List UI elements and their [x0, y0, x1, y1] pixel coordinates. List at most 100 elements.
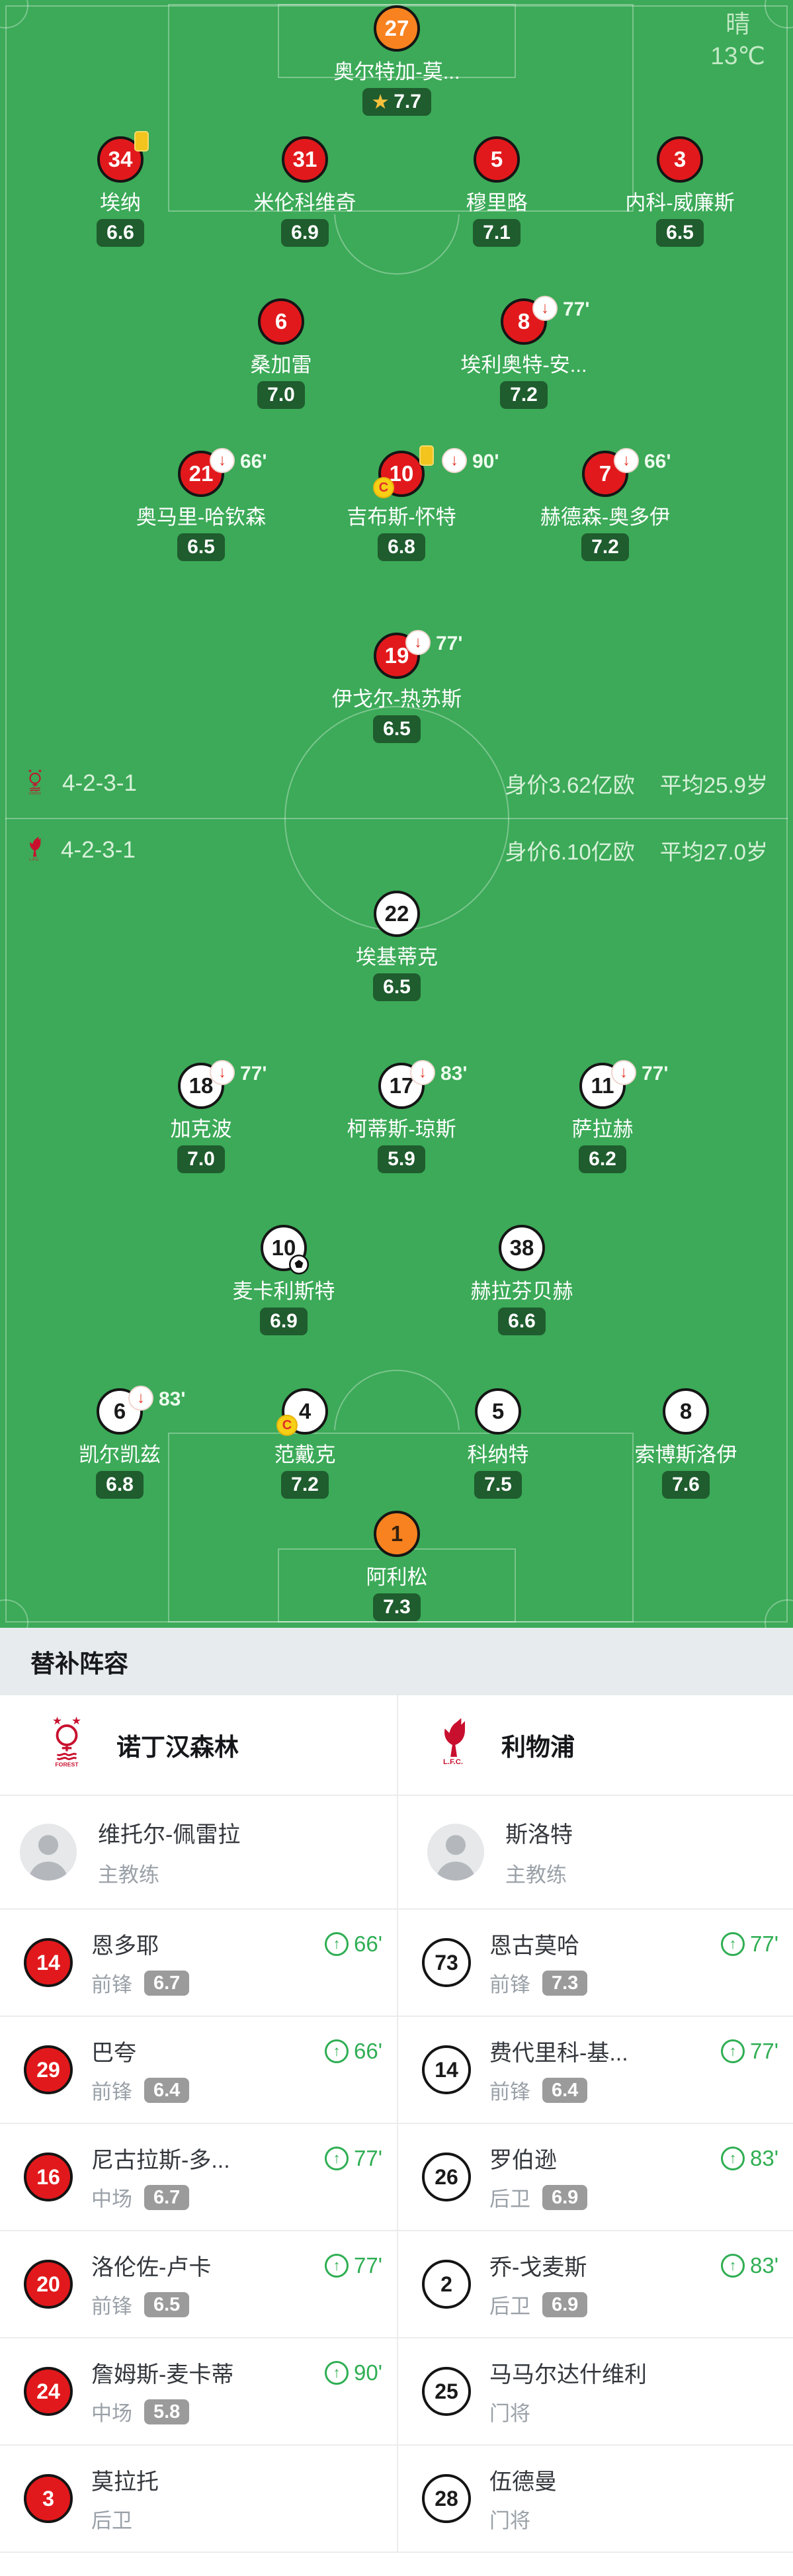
sub-player-name: 洛伦佐-卢卡 — [91, 2255, 212, 2280]
sub-player-away[interactable]: 26 罗伯逊 ↑ 83' 后卫 6.9 — [397, 2124, 793, 2230]
pitch-player-home[interactable]: 5 穆里略 7.1 — [391, 136, 603, 247]
player-name: 凯尔凯兹 — [79, 1443, 161, 1466]
sub-in-time-group: ↑ 83' — [720, 2145, 778, 2171]
star-icon: ★ — [372, 92, 389, 112]
pitch-player-away[interactable]: 4 C 范戴克 7.2 — [199, 1388, 411, 1499]
player-shirt-circle: 5 — [474, 136, 520, 183]
player-rating-badge: 6.5 — [177, 533, 225, 561]
svg-text:FOREST: FOREST — [55, 1761, 79, 1768]
pitch-player-away[interactable]: 38 赫拉芬贝赫 6.6 — [416, 1225, 628, 1335]
pitch-player-away[interactable]: 17 ↓ 83' 柯蒂斯-琼斯 5.9 — [296, 1060, 507, 1173]
player-name: 吉布斯-怀特 — [347, 506, 456, 529]
player-rating-value: 6.8 — [388, 536, 415, 558]
away-coach[interactable]: 斯洛特 主教练 — [397, 1796, 793, 1908]
player-number: 21 — [188, 461, 214, 486]
player-shirt-circle: 38 — [499, 1225, 545, 1271]
goal-ball-icon — [288, 1254, 310, 1275]
sub-player-rating-badge: 6.5 — [144, 2291, 190, 2317]
player-number: 8 — [517, 309, 530, 333]
sub-player-away[interactable]: 25 马马尔达什维利 门将 — [397, 2338, 793, 2444]
player-rating-badge: 7.6 — [662, 1471, 710, 1499]
sub-player-home[interactable]: 3 莫拉托 后卫 — [0, 2446, 397, 2552]
pitch-player-away[interactable]: 6 ↓ 83' 凯尔凯兹 6.8 — [14, 1386, 226, 1499]
sub-out-time: 77' — [436, 633, 463, 654]
sub-player-home[interactable]: 16 尼古拉斯-多... ↑ 77' 中场 6.7 — [0, 2124, 397, 2230]
pitch-player-home[interactable]: 8 ↓ 77' 埃利奥特-安... 7.2 — [418, 296, 630, 409]
sub-player-number: 73 — [422, 1938, 471, 1987]
sub-in-time-group: ↑ 66' — [324, 2039, 382, 2064]
sub-in-time-group: ↑ 77' — [324, 2253, 382, 2278]
pitch-player-away[interactable]: 8 索博斯洛伊 7.6 — [580, 1388, 792, 1499]
away-team[interactable]: L.F.C. 利物浦 — [397, 1695, 793, 1795]
player-rating-value: 7.7 — [394, 91, 421, 112]
player-name: 索博斯洛伊 — [634, 1443, 737, 1466]
pitch-player-home[interactable]: 27 奥尔特加-莫... ★ 7.7 — [291, 5, 503, 116]
player-name: 穆里略 — [466, 191, 528, 214]
sub-in-time: 83' — [749, 2145, 778, 2170]
sub-player-position: 前锋 — [91, 1973, 132, 1996]
sub-player-line1: 洛伦佐-卢卡 ↑ 77' — [91, 2249, 382, 2282]
home-coach-role: 主教练 — [98, 1863, 159, 1887]
sub-player-away[interactable]: 73 恩古莫哈 ↑ 77' 前锋 7.3 — [397, 1910, 793, 2016]
pitch-player-away[interactable]: 5 科纳特 7.5 — [392, 1388, 604, 1499]
pitch-player-home[interactable]: 19 ↓ 77' 伊戈尔-热苏斯 6.5 — [291, 630, 503, 743]
sub-player-rating-badge: 6.4 — [542, 2077, 588, 2103]
sub-player-line2: 后卫 6.9 — [489, 2289, 778, 2319]
sub-player-position: 门将 — [489, 2402, 530, 2425]
sub-player-name: 乔-戈麦斯 — [489, 2255, 587, 2280]
pitch-player-away[interactable]: 11 ↓ 77' 萨拉赫 6.2 — [497, 1060, 708, 1173]
sub-player-number: 2 — [422, 2260, 471, 2309]
away-coach-role: 主教练 — [505, 1863, 567, 1887]
player-rating-badge: 7.0 — [257, 381, 305, 409]
sub-in-time: 66' — [353, 1931, 382, 1956]
pitch-player-home[interactable]: 31 米伦科维奇 6.9 — [199, 136, 411, 247]
sub-player-home[interactable]: 20 洛伦佐-卢卡 ↑ 77' 前锋 6.5 — [0, 2231, 397, 2337]
player-rating-value: 5.9 — [388, 1148, 415, 1170]
pitch-player-home[interactable]: 10 ↓ 90' C 吉布斯-怀特 6.8 — [296, 445, 507, 561]
sub-player-home[interactable]: 29 巴夸 ↑ 66' 前锋 6.4 — [0, 2017, 397, 2123]
away-market-value: 身价6.10亿欧 — [505, 840, 635, 864]
sub-in-time-group: ↑ 77' — [720, 2039, 778, 2064]
pitch-player-away[interactable]: 18 ↓ 77' 加克波 7.0 — [95, 1060, 307, 1173]
home-coach[interactable]: 维托尔-佩雷拉 主教练 — [0, 1796, 397, 1908]
pitch-player-home[interactable]: 34 埃纳 6.6 — [15, 131, 226, 247]
sub-player-position: 中场 — [91, 2402, 132, 2425]
pitch-player-home[interactable]: 6 桑加雷 7.0 — [175, 298, 387, 409]
sub-player-away[interactable]: 14 费代里科-基... ↑ 77' 前锋 6.4 — [397, 2017, 793, 2123]
sub-player-line1: 伍德曼 — [489, 2464, 778, 2496]
pitch-player-away[interactable]: 22 埃基蒂克 6.5 — [291, 891, 503, 1001]
sub-player-home[interactable]: 24 詹姆斯-麦卡蒂 ↑ 90' 中场 5.8 — [0, 2338, 397, 2444]
sub-out-time: 77' — [240, 1063, 267, 1085]
player-shirt-circle: 8 — [663, 1388, 709, 1435]
sub-out-icon: ↓ — [210, 1060, 235, 1085]
player-rating-value: 6.5 — [383, 718, 411, 740]
pitch-player-home[interactable]: 7 ↓ 66' 赫德森-奥多伊 7.2 — [499, 448, 711, 561]
sub-player-info: 尼古拉斯-多... ↑ 77' 中场 6.7 — [91, 2142, 382, 2212]
player-rating-badge: ★ 7.7 — [362, 88, 431, 116]
sub-row: 20 洛伦佐-卢卡 ↑ 77' 前锋 6.5 2 乔-戈麦斯 ↑ 83' 后卫 6.9 — [0, 2230, 793, 2337]
sub-player-away[interactable]: 2 乔-戈麦斯 ↑ 83' 后卫 6.9 — [397, 2231, 793, 2337]
pitch-player-home[interactable]: 3 内科-威廉斯 6.5 — [574, 136, 786, 247]
sub-player-rating-badge: 5.8 — [144, 2399, 190, 2424]
sub-player-position: 前锋 — [489, 1973, 530, 1996]
sub-player-home[interactable]: 14 恩多耶 ↑ 66' 前锋 6.7 — [0, 1910, 397, 2016]
home-team[interactable]: ★ ★ FOREST 诺丁汉森林 — [0, 1695, 397, 1795]
player-shirt-circle: 19 ↓ 77' — [374, 630, 463, 679]
player-shirt-circle: 34 — [97, 131, 149, 183]
player-rating-value: 6.5 — [666, 222, 694, 244]
pitch-player-home[interactable]: 21 ↓ 66' 奥马里-哈钦森 6.5 — [95, 448, 307, 561]
sub-row: 14 恩多耶 ↑ 66' 前锋 6.7 73 恩古莫哈 ↑ 77' 前锋 7.3 — [0, 1908, 793, 2016]
pitch-player-away[interactable]: 10 麦卡利斯特 6.9 — [178, 1225, 390, 1335]
player-rating-badge: 7.0 — [177, 1145, 225, 1173]
sub-player-name: 马马尔达什维利 — [489, 2362, 647, 2387]
sub-player-info: 乔-戈麦斯 ↑ 83' 后卫 6.9 — [489, 2249, 778, 2319]
sub-out-icon: ↓ — [128, 1386, 153, 1411]
pitch-player-away[interactable]: 1 阿利松 7.3 — [291, 1511, 503, 1621]
svg-text:FOREST: FOREST — [29, 792, 42, 795]
player-rating-badge: 6.6 — [97, 219, 144, 247]
player-name: 埃基蒂克 — [356, 946, 438, 969]
player-number: 5 — [491, 1399, 505, 1423]
sub-player-away[interactable]: 28 伍德曼 门将 — [397, 2446, 793, 2552]
sub-in-time: 90' — [353, 2360, 382, 2385]
sub-player-number: 14 — [24, 1938, 73, 1987]
